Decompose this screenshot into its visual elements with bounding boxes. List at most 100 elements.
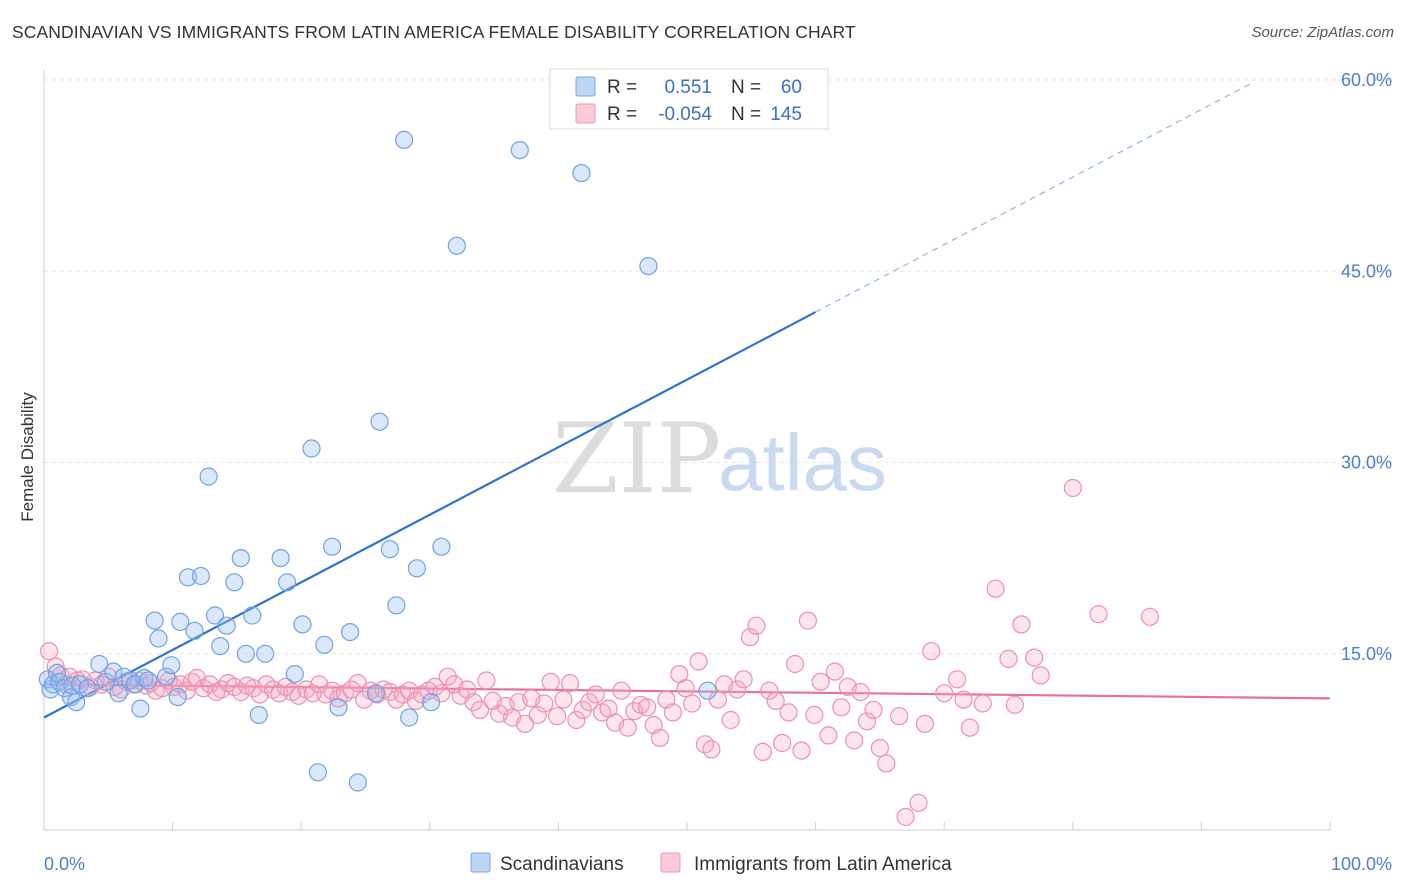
scandinavian-point-23 [157,667,176,686]
scandinavian-point-34 [225,573,244,592]
immigrant-point-148 [1031,666,1050,685]
immigrant-point-79 [535,694,554,713]
immigrant-point-132 [877,754,896,773]
scandinavian-point-11 [90,654,109,674]
chart-title: SCANDINAVIAN VS IMMIGRANTS FROM LATIN AM… [12,22,856,42]
immigrant-point-130 [864,700,883,720]
scandinavian-point-59 [432,537,451,556]
immigrant-point-133 [890,707,909,726]
immigrant-point-62 [425,677,444,697]
immigrant-point-101 [676,679,695,698]
immigrant-point-103 [689,652,708,671]
scandinavian-point-56 [400,708,419,727]
immigrant-point-91 [612,681,631,700]
scandinavian-point-28 [185,621,204,640]
immigrant-point-125 [832,698,851,717]
bottom-legend-swatch-scandinavians [470,852,491,873]
scandinavian-point-29 [191,566,210,586]
scandinavian-point-51 [366,684,385,703]
immigrant-point-84 [567,710,586,730]
x-tick-label-max: 100.0% [1331,854,1392,874]
legend-n-value-1: 60 [781,77,802,98]
scandinavian-point-36 [236,644,255,663]
immigrant-point-138 [935,684,954,703]
x-axis-ticks [172,822,1331,830]
scandinavian-trend-extension [815,82,1254,313]
immigrant-point-95 [637,698,657,717]
immigrant-point-10 [99,667,118,686]
scandinavian-point-35 [231,548,250,568]
scandinavian-trend-line [43,311,817,719]
scandinavian-point-40 [271,548,290,568]
immigrant-point-137 [922,642,941,661]
legend-n-label-1: N = [731,77,761,98]
immigrant-point-80 [541,672,560,691]
immigrant-point-128 [851,682,870,702]
scandinavian-point-37 [243,606,262,625]
legend-box [549,68,829,130]
scandinavian-point-55 [395,130,414,149]
watermark-atlas: atlas [718,418,887,507]
immigrant-point-121 [805,705,824,725]
scandinavian-point-41 [278,573,297,592]
scandinavian-point-26 [171,612,190,632]
immigrant-point-82 [554,690,573,709]
immigrant-point-118 [785,654,805,674]
scandinavian-point-39 [256,644,275,663]
immigrant-point-139 [947,670,967,689]
source-label: Source: ZipAtlas.com [1251,24,1394,41]
immigrant-point-127 [845,731,864,750]
immigrant-point-122 [811,672,830,691]
immigrant-point-119 [792,741,811,760]
scandinavian-point-13 [104,662,123,681]
correlation-legend: R = 0.551 N = 60 R = -0.054 N = 145 [549,68,829,130]
immigrant-point-27 [200,675,219,694]
scandinavian-point-14 [109,684,128,703]
immigrant-point-124 [825,662,845,681]
scandinavian-point-12 [96,672,115,691]
immigrant-point-116 [773,733,792,753]
immigrant-point-129 [857,712,877,731]
scandinavian-point-64 [698,681,717,700]
immigrant-point-102 [682,694,702,713]
legend-swatch-pink [575,103,596,124]
immigrant-point-109 [728,680,747,699]
immigrant-point-144 [999,649,1018,669]
series-scandinavians-points [38,130,717,792]
y-tick-label-15: 15.0% [1341,644,1392,664]
immigrant-point-0 [39,642,59,661]
scandinavian-point-49 [341,622,360,642]
immigrant-point-135 [909,793,928,813]
immigrant-point-142 [973,694,992,713]
scandinavian-point-63 [639,257,658,276]
scandinavian-point-47 [323,537,342,556]
scandinavian-point-20 [139,671,158,690]
scandinavian-point-48 [329,698,348,717]
immigrant-point-141 [960,718,980,737]
immigrant-point-81 [547,707,567,726]
y-tick-label-60: 60.0% [1341,70,1392,90]
legend-swatch-blue [575,76,596,97]
y-tick-labels: 15.0% 30.0% 45.0% 60.0% [1341,70,1392,664]
y-axis-title: Female Disability [18,392,37,522]
immigrant-point-117 [779,703,798,722]
scandinavian-point-25 [168,687,187,707]
immigrant-point-69 [470,700,490,720]
scandinavian-point-6 [61,687,81,707]
immigrant-point-114 [760,681,779,700]
immigrant-point-134 [896,807,915,827]
immigrant-point-110 [734,670,753,689]
scandinavian-point-54 [387,596,406,615]
immigrant-point-113 [753,742,773,762]
immigrant-point-143 [986,579,1005,598]
immigrant-point-112 [747,616,766,635]
scandinavian-point-33 [217,616,236,635]
immigrant-point-92 [618,718,637,737]
scandinavian-point-45 [308,763,327,782]
immigrant-point-151 [1140,607,1160,626]
y-tick-label-45: 45.0% [1341,261,1392,281]
scandinavian-point-61 [510,141,529,160]
legend-r-value-1: 0.551 [664,77,712,98]
scandinavian-point-62 [572,164,591,183]
immigrant-point-147 [1025,648,1044,667]
